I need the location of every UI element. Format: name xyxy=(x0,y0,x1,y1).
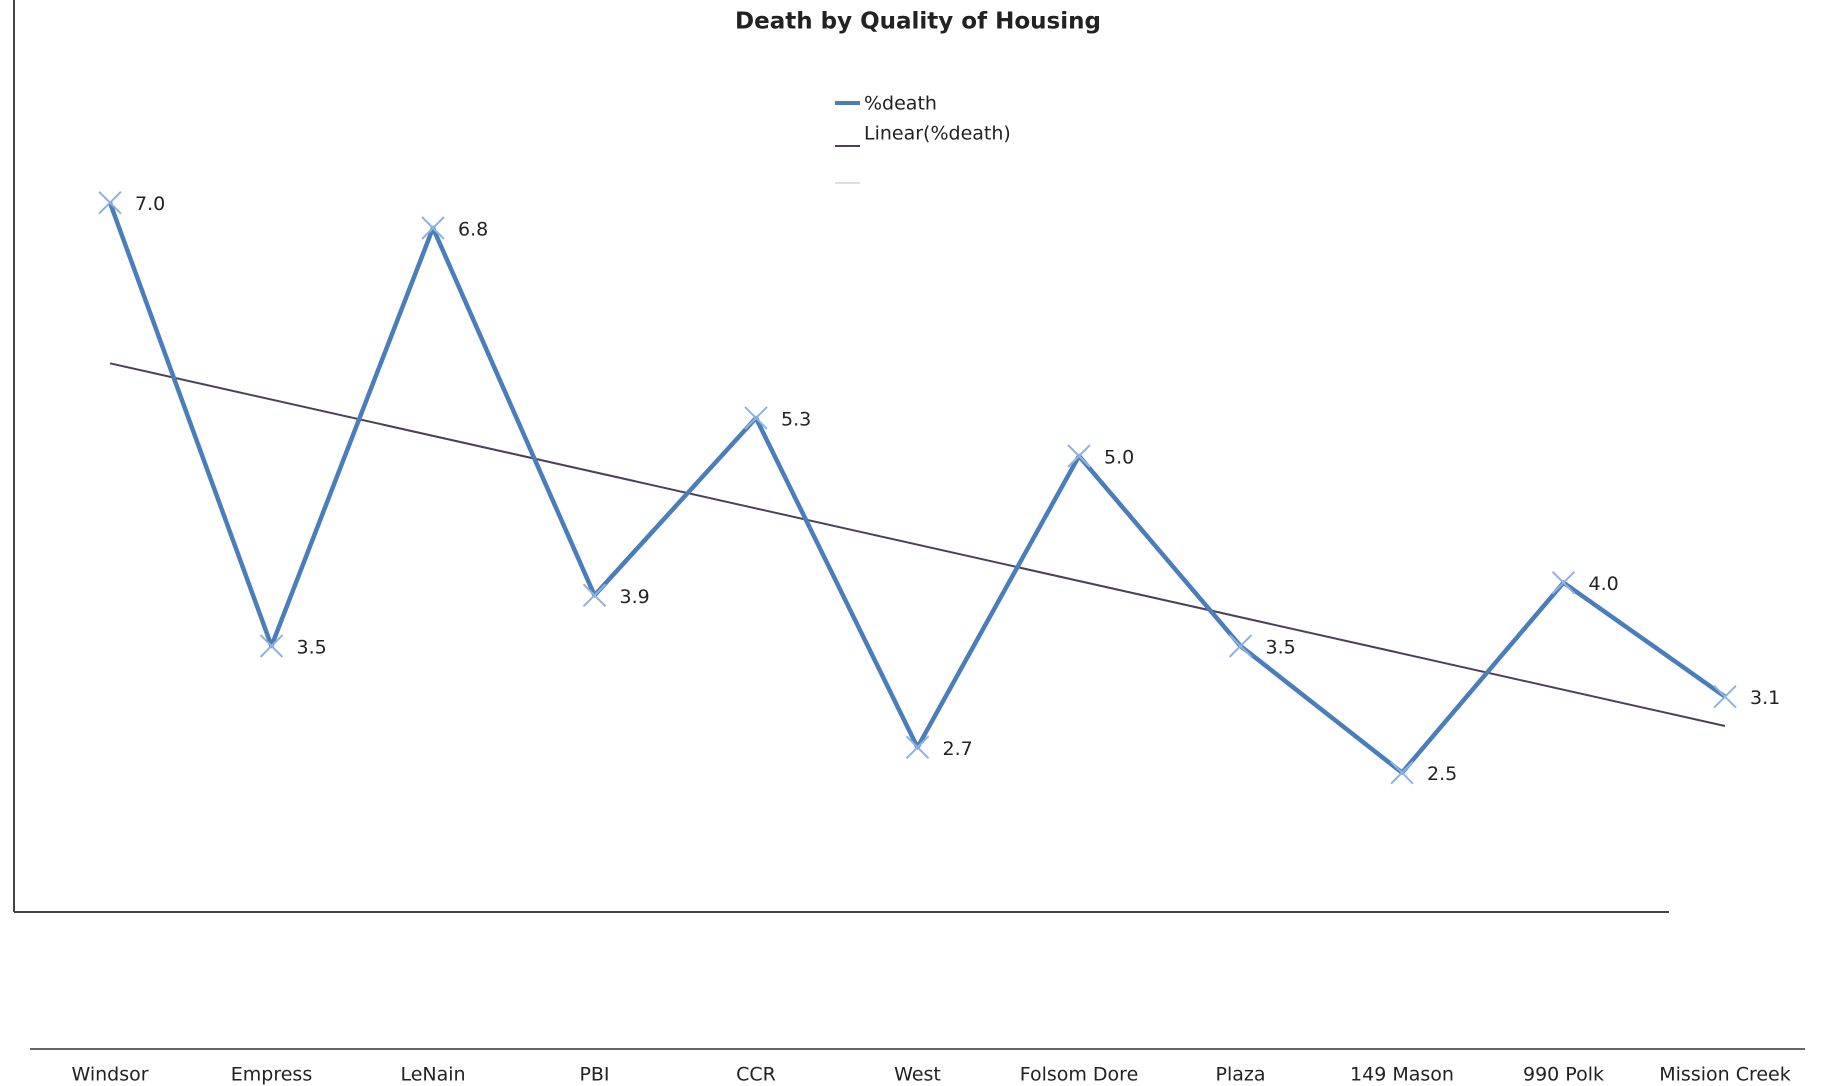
series-line xyxy=(107,201,1727,775)
data-label: 2.7 xyxy=(943,738,973,760)
marker xyxy=(1390,760,1414,785)
data-label: 5.0 xyxy=(1104,447,1134,469)
x-tick-label: Plaza xyxy=(1216,1064,1266,1086)
legend-label: Linear(%death) xyxy=(864,123,1011,145)
marker xyxy=(421,216,445,240)
data-label: 3.1 xyxy=(1750,687,1780,709)
data-label: 3.5 xyxy=(1266,637,1296,659)
data-label: 2.5 xyxy=(1427,763,1457,785)
trendline xyxy=(109,362,1726,728)
x-tick-label: CCR xyxy=(736,1064,776,1086)
marker xyxy=(1551,570,1576,595)
data-label: 5.3 xyxy=(781,409,811,431)
x-tick-label: West xyxy=(894,1064,941,1086)
marker xyxy=(582,583,607,608)
marker xyxy=(1067,444,1091,468)
marker xyxy=(905,735,930,760)
marker xyxy=(744,406,768,430)
x-tick-label: 990 Polk xyxy=(1523,1064,1604,1086)
data-label: 3.9 xyxy=(620,586,650,608)
data-label: 6.8 xyxy=(458,219,488,241)
marker xyxy=(1713,684,1737,709)
marker xyxy=(98,190,122,215)
x-tick-label: PBI xyxy=(579,1064,609,1086)
data-label: 7.0 xyxy=(135,193,165,215)
x-tick-label: Folsom Dore xyxy=(1020,1064,1139,1086)
x-tick-label: LeNain xyxy=(400,1064,465,1086)
marker xyxy=(259,634,284,658)
marker xyxy=(1228,634,1253,658)
x-tick-label: 149 Mason xyxy=(1350,1064,1454,1086)
data-label: 4.0 xyxy=(1589,573,1619,595)
x-tick-label: Mission Creek xyxy=(1659,1064,1791,1086)
x-tick-label: Windsor xyxy=(71,1064,148,1086)
chart-title: Death by Quality of Housing xyxy=(735,9,1101,35)
data-label: 3.5 xyxy=(297,637,327,659)
x-tick-label: Empress xyxy=(231,1064,312,1086)
legend-label: %death xyxy=(864,93,937,115)
